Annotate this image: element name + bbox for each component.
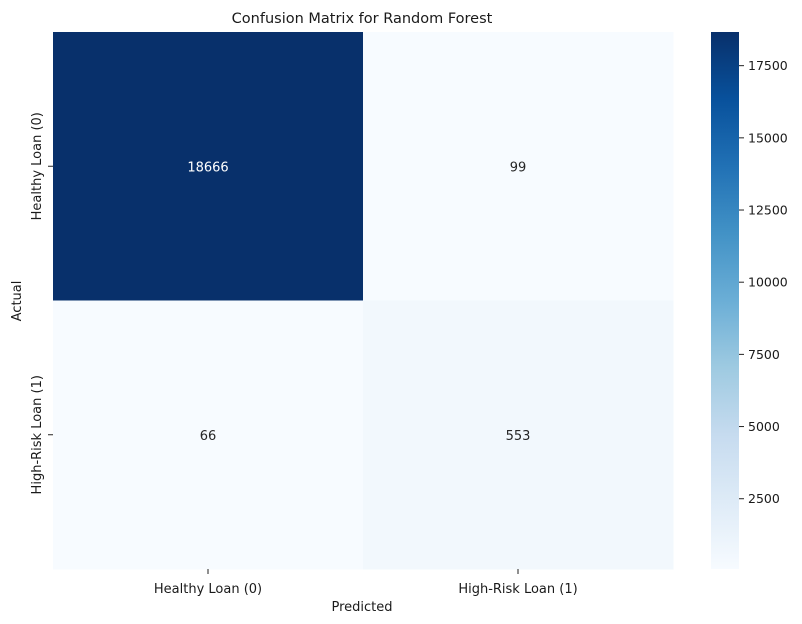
x-axis: Healthy Loan (0) High-Risk Loan (1) [154,569,578,597]
colorbar-tick-label: 17500 [748,58,788,73]
y-tick-label: High-Risk Loan (1) [30,375,45,494]
y-axis-label: Actual [10,281,25,322]
cell-value-label: 66 [200,429,217,444]
x-axis-label: Predicted [331,600,392,615]
y-axis: Healthy Loan (0) High-Risk Loan (1) [30,112,53,494]
colorbar-tick-label: 15000 [748,130,788,145]
colorbar-tick-label: 10000 [748,275,788,290]
heatmap-cell [363,300,674,570]
y-tick-label: Healthy Loan (0) [30,112,45,220]
colorbar-tick-label: 12500 [748,203,788,218]
heatmap-cells [53,32,674,570]
heatmap-cell [53,32,364,301]
cell-value-label: 99 [510,160,527,175]
cell-value-label: 18666 [187,160,228,175]
cell-value-label: 553 [506,429,531,444]
heatmap-cell-labels: 18666 99 66 553 [187,160,530,444]
colorbar-tick-label: 5000 [748,419,780,434]
chart-title: Confusion Matrix for Random Forest [232,11,493,27]
colorbar-tick-label: 2500 [748,491,780,506]
colorbar-ticks: 2500 5000 7500 10000 12500 15000 17500 [739,58,788,506]
x-tick-label: High-Risk Loan (1) [458,582,577,597]
x-tick-label: Healthy Loan (0) [154,582,262,597]
heatmap-cell [363,32,674,301]
heatmap-cell [53,300,364,570]
colorbar-tick-label: 7500 [748,347,780,362]
colorbar [711,32,739,569]
